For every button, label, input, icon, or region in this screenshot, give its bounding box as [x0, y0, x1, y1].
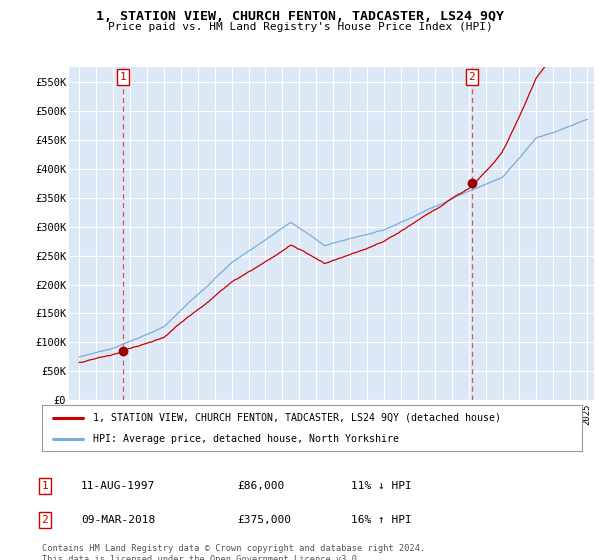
- Text: 11% ↓ HPI: 11% ↓ HPI: [351, 481, 412, 491]
- Text: 2: 2: [41, 515, 49, 525]
- Text: 16% ↑ HPI: 16% ↑ HPI: [351, 515, 412, 525]
- Text: £86,000: £86,000: [237, 481, 284, 491]
- Text: 1: 1: [41, 481, 49, 491]
- Text: Contains HM Land Registry data © Crown copyright and database right 2024.
This d: Contains HM Land Registry data © Crown c…: [42, 544, 425, 560]
- Text: 1, STATION VIEW, CHURCH FENTON, TADCASTER, LS24 9QY: 1, STATION VIEW, CHURCH FENTON, TADCASTE…: [96, 10, 504, 23]
- Text: 1: 1: [120, 72, 127, 82]
- Text: 09-MAR-2018: 09-MAR-2018: [81, 515, 155, 525]
- Text: 1, STATION VIEW, CHURCH FENTON, TADCASTER, LS24 9QY (detached house): 1, STATION VIEW, CHURCH FENTON, TADCASTE…: [94, 413, 502, 423]
- Text: 2: 2: [469, 72, 475, 82]
- Text: Price paid vs. HM Land Registry's House Price Index (HPI): Price paid vs. HM Land Registry's House …: [107, 22, 493, 32]
- Text: £375,000: £375,000: [237, 515, 291, 525]
- Text: HPI: Average price, detached house, North Yorkshire: HPI: Average price, detached house, Nort…: [94, 435, 400, 444]
- Text: 11-AUG-1997: 11-AUG-1997: [81, 481, 155, 491]
